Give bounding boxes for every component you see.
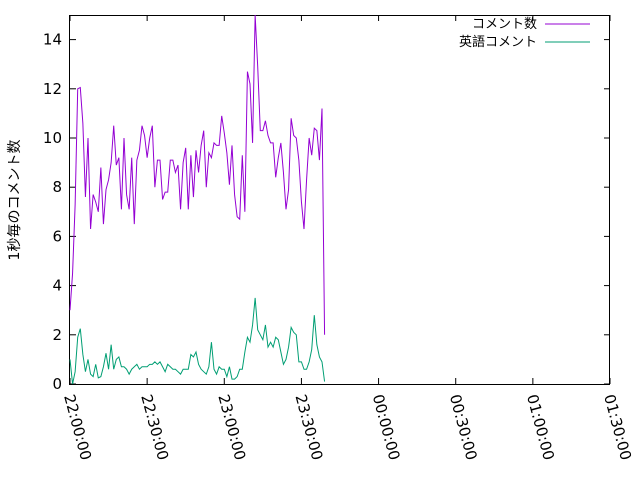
y-tick-label: 2 [52, 326, 62, 344]
x-axis: 22:00:00 22:30:00 23:00:00 23:30:00 00:00:00… [60, 15, 635, 462]
y-tick-label: 4 [52, 277, 62, 295]
x-tick-label: 01:30:00 [600, 392, 635, 462]
x-tick-label: 22:30:00 [137, 392, 172, 462]
series-line-1 [69, 14, 326, 335]
y-axis: 0 2 4 6 8 10 12 14 [43, 31, 610, 393]
legend-label-1: コメント数 [472, 17, 537, 32]
y-axis-label: 1秒毎のコメント数 [7, 140, 23, 261]
y-tick-label: 6 [52, 227, 62, 245]
x-tick-label: 23:30:00 [292, 392, 327, 462]
x-tick-label: 00:30:00 [446, 392, 481, 462]
y-tick-label: 12 [43, 80, 62, 98]
y-tick-label: 0 [52, 375, 62, 393]
y-tick-label: 10 [43, 129, 62, 147]
x-tick-label: 22:00:00 [60, 392, 95, 462]
y-tick-label: 14 [43, 31, 62, 49]
x-tick-label: 00:00:00 [369, 392, 404, 462]
y-tick-label: 8 [52, 178, 62, 196]
x-tick-label: 01:00:00 [523, 392, 558, 462]
plot-frame [69, 15, 610, 385]
series-layer [69, 14, 326, 385]
x-tick-label: 23:00:00 [214, 392, 249, 462]
legend-label-2: 英語コメント [459, 34, 537, 50]
series-line-2 [69, 297, 326, 385]
